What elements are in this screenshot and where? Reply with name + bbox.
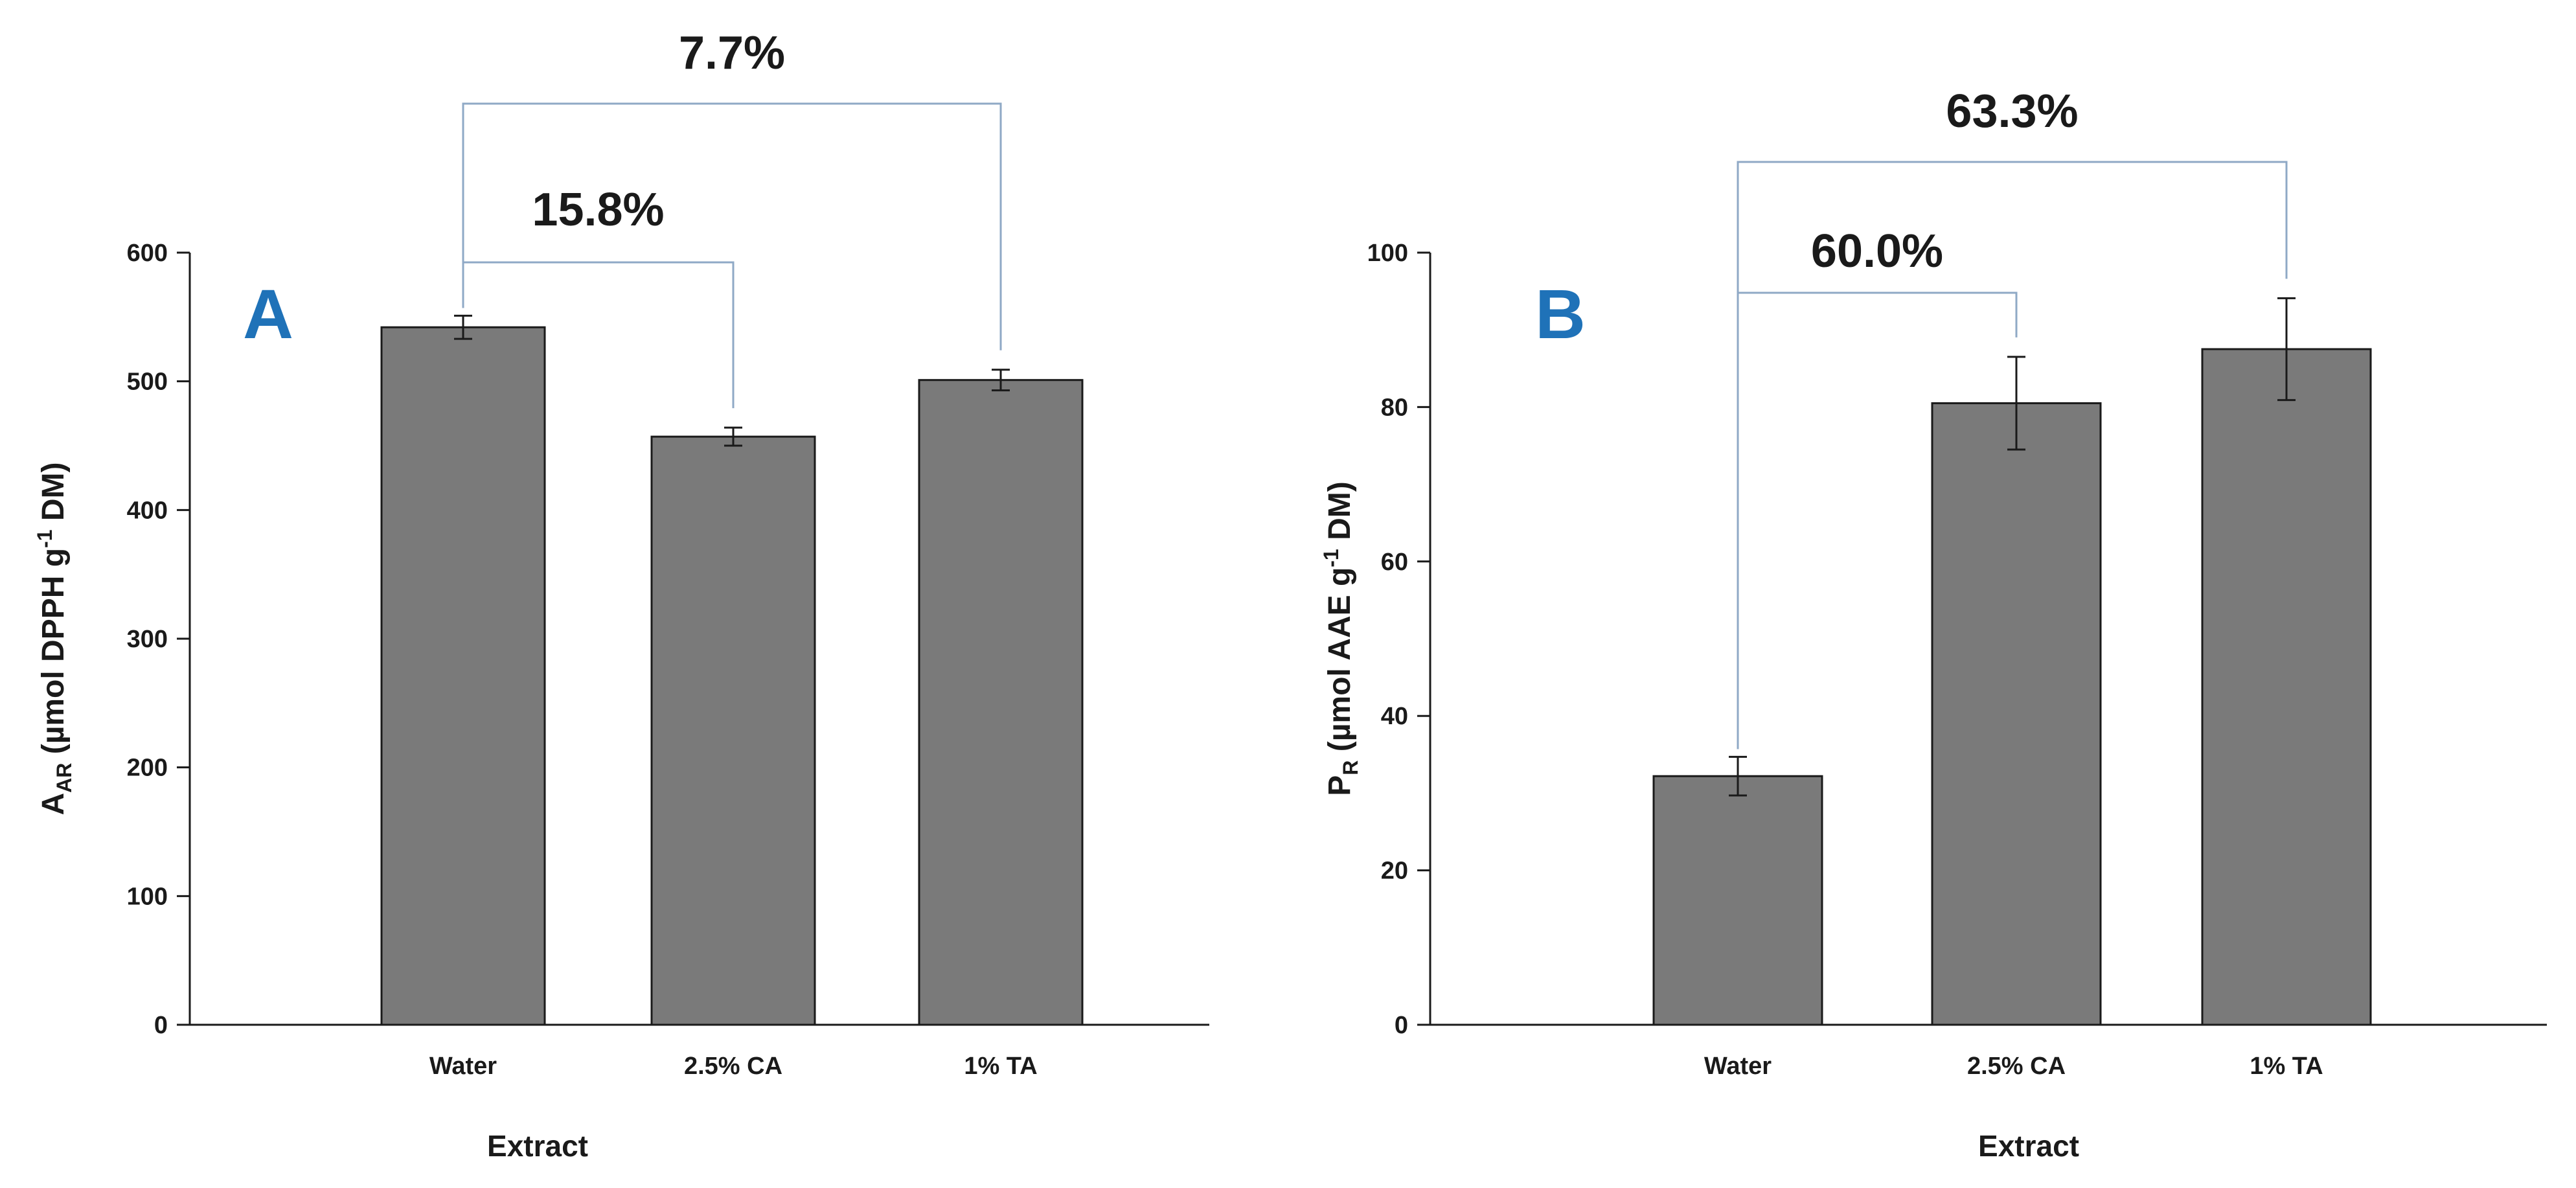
bar — [1931, 402, 2102, 1026]
bar — [650, 435, 816, 1026]
chart-a-x-label: Extract — [487, 1129, 588, 1163]
y-tick-label: 200 — [127, 755, 168, 782]
y-tick-label: 60 — [1381, 549, 1408, 576]
comparison-label: 7.7% — [679, 27, 785, 79]
y-tick-label: 40 — [1381, 703, 1408, 730]
chart-a-brackets: 15.8% 7.7% — [462, 27, 1002, 409]
comparison-label: 63.3% — [1946, 86, 2078, 137]
chart-a: 15.8% 7.7% 0 100 200 300 400 500 600 Water 2.5% … — [33, 27, 1209, 1163]
y-tick-label: 100 — [1367, 240, 1408, 267]
bar — [918, 379, 1084, 1026]
bar — [2201, 348, 2372, 1026]
x-tick-label: 1% TA — [964, 1053, 1037, 1080]
comparison-label: 15.8% — [532, 184, 664, 236]
chart-b: 60.0% 63.3% 0 20 40 60 80 100 Water 2.5% CA 1% T… — [1319, 86, 2547, 1163]
chart-a-bars — [380, 326, 1084, 1026]
y-tick-label: 0 — [154, 1012, 168, 1039]
chart-a-y-label: AAR (µmol DPPH g-1 DM) — [33, 463, 76, 816]
bar — [1652, 775, 1823, 1026]
chart-b-x-ticks: Water 2.5% CA 1% TA — [1704, 1053, 2323, 1080]
y-tick-label: 300 — [127, 626, 168, 653]
chart-b-panel-label: B — [1535, 275, 1586, 353]
chart-b-error-bars — [1729, 297, 2296, 797]
chart-b-y-label: PR (µmol AAE g-1 DM) — [1319, 481, 1362, 795]
x-tick-label: 2.5% CA — [684, 1053, 782, 1080]
chart-a-x-ticks: Water 2.5% CA 1% TA — [429, 1053, 1038, 1080]
y-tick-label: 0 — [1395, 1012, 1408, 1039]
comparison-bracket — [462, 102, 1002, 350]
x-tick-label: Water — [1704, 1053, 1772, 1080]
x-tick-label: 2.5% CA — [1967, 1053, 2066, 1080]
x-tick-label: Water — [429, 1053, 497, 1080]
y-tick-label: 80 — [1381, 394, 1408, 421]
y-tick-label: 400 — [127, 497, 168, 524]
comparison-label: 60.0% — [1811, 225, 1943, 277]
chart-b-y-ticks: 0 20 40 60 80 100 — [1367, 240, 1430, 1039]
chart-b-x-label: Extract — [1978, 1129, 2079, 1163]
chart-b-brackets: 60.0% 63.3% — [1737, 86, 2288, 749]
comparison-bracket — [1737, 161, 2288, 749]
y-tick-label: 100 — [127, 883, 168, 910]
bar — [380, 326, 546, 1026]
x-tick-label: 1% TA — [2250, 1053, 2323, 1080]
y-tick-label: 600 — [127, 240, 168, 267]
chart-a-y-ticks: 0 100 200 300 400 500 600 — [127, 240, 190, 1039]
chart-a-panel-label: A — [243, 275, 293, 353]
chart-a-error-bars — [454, 314, 1010, 447]
y-tick-label: 500 — [127, 369, 168, 396]
y-tick-label: 20 — [1381, 858, 1408, 885]
